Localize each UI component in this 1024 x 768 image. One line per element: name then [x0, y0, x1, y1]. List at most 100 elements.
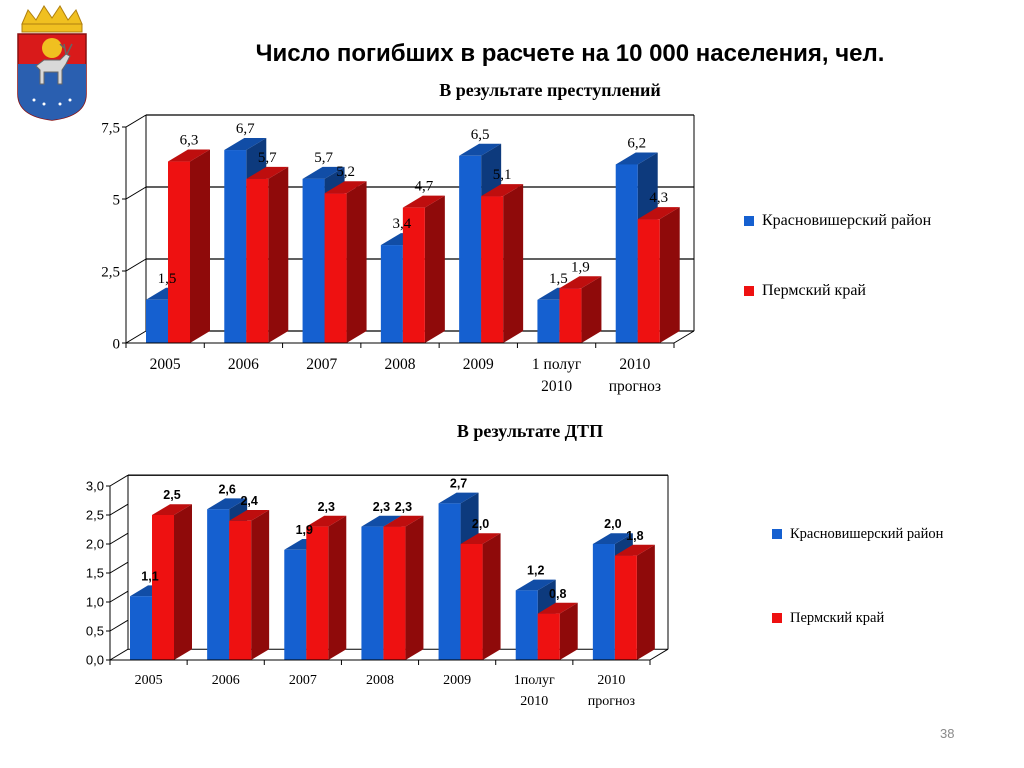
x-category-label: 2006 — [212, 673, 240, 688]
bar-side — [636, 544, 655, 660]
bar-front — [302, 178, 325, 343]
legend-swatch-blue — [772, 529, 782, 539]
bar-front — [130, 596, 152, 660]
bar-front — [481, 196, 504, 343]
bar-perm — [402, 195, 445, 343]
gridline-diagonal — [125, 186, 147, 200]
bar-front — [229, 520, 252, 660]
bar-front — [592, 544, 615, 660]
bar-front — [637, 219, 660, 343]
bar-front — [146, 299, 168, 343]
chart-title-traffic: В результате ДТП — [456, 421, 604, 441]
x-category-label: 2009 — [443, 673, 471, 688]
data-label: 2,3 — [373, 500, 390, 514]
bar-side — [268, 166, 289, 343]
y-tick-label: 7,5 — [101, 120, 120, 136]
data-label: 1,5 — [549, 271, 568, 287]
x-category-label: 2010 — [520, 694, 548, 709]
bar-side — [482, 533, 501, 660]
data-label: 2,0 — [472, 517, 489, 531]
bar-top — [515, 579, 556, 591]
bar-front — [246, 178, 269, 343]
bar-top — [152, 504, 192, 515]
x-category-label: 2007 — [289, 673, 317, 688]
y-tick-label: 2,5 — [101, 264, 120, 280]
bar-perm — [559, 276, 602, 343]
gridline-diagonal — [109, 532, 129, 545]
bar-perm — [152, 504, 192, 660]
y-tick-label: 1,0 — [86, 595, 104, 610]
bar-side — [190, 149, 210, 343]
bar-top — [481, 184, 524, 197]
bar-top — [302, 166, 345, 179]
bar-perm — [383, 515, 424, 660]
data-label: 1,2 — [527, 564, 544, 578]
bar-front — [537, 613, 560, 660]
legend-label-perm: Пермский край — [762, 282, 866, 299]
bar-top — [224, 138, 267, 151]
bar-side — [346, 181, 367, 343]
gridline-diagonal — [109, 590, 129, 603]
data-label: 6,3 — [180, 133, 199, 149]
data-label: 2,0 — [604, 517, 621, 531]
bar-front — [284, 549, 307, 660]
data-label: 1,9 — [571, 259, 590, 275]
x-category-label: 1 полуг — [532, 356, 581, 373]
gridline-diagonal — [125, 330, 147, 344]
bar-perm — [481, 184, 524, 343]
bar-front — [614, 555, 637, 660]
x-category-label: 2006 — [228, 356, 259, 373]
data-label: 2,3 — [318, 500, 335, 514]
data-label: 2,4 — [240, 494, 257, 508]
bar-top — [592, 533, 633, 544]
bar-front — [460, 544, 483, 660]
data-label: 5,1 — [493, 167, 512, 183]
slide-title: Число погибших в расчете на 10 000 насел… — [255, 40, 885, 67]
bar-front — [207, 509, 230, 660]
legend-swatch-red — [744, 286, 754, 296]
y-tick-label: 1,5 — [86, 566, 104, 581]
y-tick-label: 2,5 — [86, 508, 104, 523]
data-label: 2,5 — [163, 488, 180, 502]
x-category-label: 2008 — [366, 673, 394, 688]
bar-top — [614, 544, 655, 556]
gridline-diagonal — [109, 474, 129, 487]
data-label: 1,8 — [626, 529, 643, 543]
y-tick-label: 0,5 — [86, 624, 104, 639]
bar-perm — [324, 181, 367, 343]
bar-front — [615, 164, 638, 343]
bar-front — [306, 526, 329, 660]
bar-perm — [229, 510, 270, 660]
page-number: 38 — [940, 726, 955, 741]
gridline-diagonal — [125, 114, 147, 128]
data-label: 5,7 — [258, 150, 277, 166]
gridline-diagonal — [125, 258, 147, 272]
bar-perm — [460, 533, 501, 660]
bar-front — [459, 155, 482, 343]
bar-top — [383, 515, 424, 527]
data-label: 2,3 — [395, 500, 412, 514]
y-tick-label: 5 — [113, 192, 121, 208]
bar-perm — [246, 166, 289, 343]
bar-top — [324, 181, 367, 194]
legend-swatch-red — [772, 613, 782, 623]
bar-front — [438, 503, 461, 660]
x-category-label: 2008 — [385, 356, 416, 373]
bar-side — [424, 195, 445, 343]
floor-side-edge — [649, 648, 669, 661]
bar-front — [559, 288, 582, 343]
legend-label-krasnovishersky: Красновишерский район — [762, 212, 932, 229]
bar-top — [459, 143, 502, 156]
bar-top — [306, 515, 347, 527]
bar-top — [361, 515, 402, 527]
data-label: 4,3 — [649, 190, 668, 206]
gridline-diagonal — [109, 648, 129, 661]
data-label: 1,1 — [141, 569, 158, 583]
bar-side — [559, 602, 578, 660]
x-category-label: 2010 — [597, 673, 625, 688]
x-category-label: 2010 — [619, 356, 650, 373]
y-tick-label: 2,0 — [86, 537, 104, 552]
bar-front — [383, 526, 406, 660]
data-label: 0,8 — [549, 587, 566, 601]
